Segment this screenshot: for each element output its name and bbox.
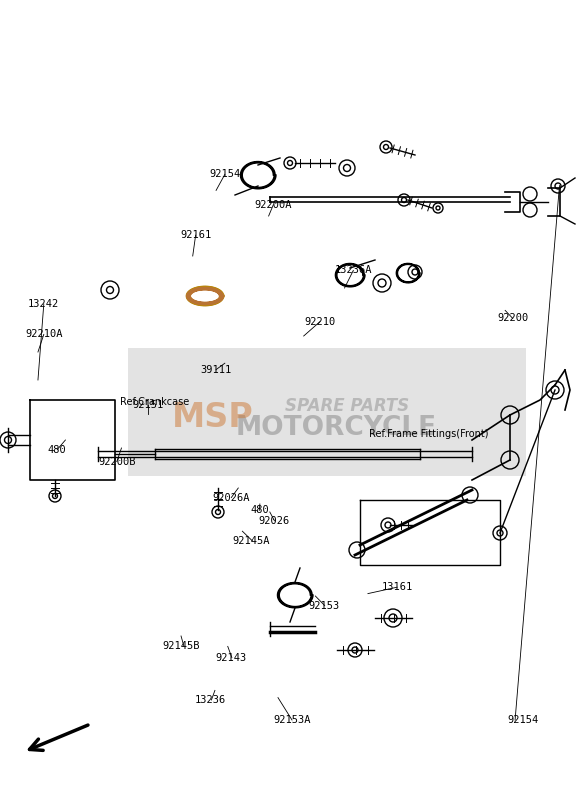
Text: 39111: 39111 [200, 365, 232, 374]
Text: MOTORCYCLE: MOTORCYCLE [235, 415, 436, 441]
Text: 92200B: 92200B [98, 457, 135, 466]
Text: 92154: 92154 [507, 715, 538, 725]
Text: Ref.Frame Fittings(Front): Ref.Frame Fittings(Front) [370, 429, 489, 438]
Text: 480: 480 [251, 506, 269, 515]
Text: 92161: 92161 [180, 230, 211, 240]
Text: 13242: 13242 [28, 299, 60, 309]
Text: 92026: 92026 [259, 516, 290, 526]
Text: Ref.Crankcase: Ref.Crankcase [120, 397, 189, 406]
Text: 92153: 92153 [308, 601, 340, 610]
Text: 92145A: 92145A [232, 536, 270, 546]
Text: 92210A: 92210A [25, 330, 62, 339]
Text: SPARE PARTS: SPARE PARTS [286, 398, 409, 415]
Text: 92151: 92151 [132, 400, 164, 410]
Text: 480: 480 [48, 445, 67, 454]
Text: 92154: 92154 [209, 170, 241, 179]
Text: MSP: MSP [172, 401, 254, 434]
Text: 92153A: 92153A [273, 715, 311, 725]
Text: 13236A: 13236A [335, 266, 372, 275]
Text: 13161: 13161 [381, 582, 413, 592]
Text: 92210: 92210 [304, 317, 336, 326]
Bar [128, 348, 526, 476]
Text: 92145B: 92145B [162, 642, 200, 651]
Text: 92026A: 92026A [212, 493, 249, 502]
Text: 92200A: 92200A [255, 200, 292, 210]
Text: 92200: 92200 [497, 314, 529, 323]
Text: 13236: 13236 [194, 695, 226, 705]
Text: 92143: 92143 [215, 653, 246, 662]
